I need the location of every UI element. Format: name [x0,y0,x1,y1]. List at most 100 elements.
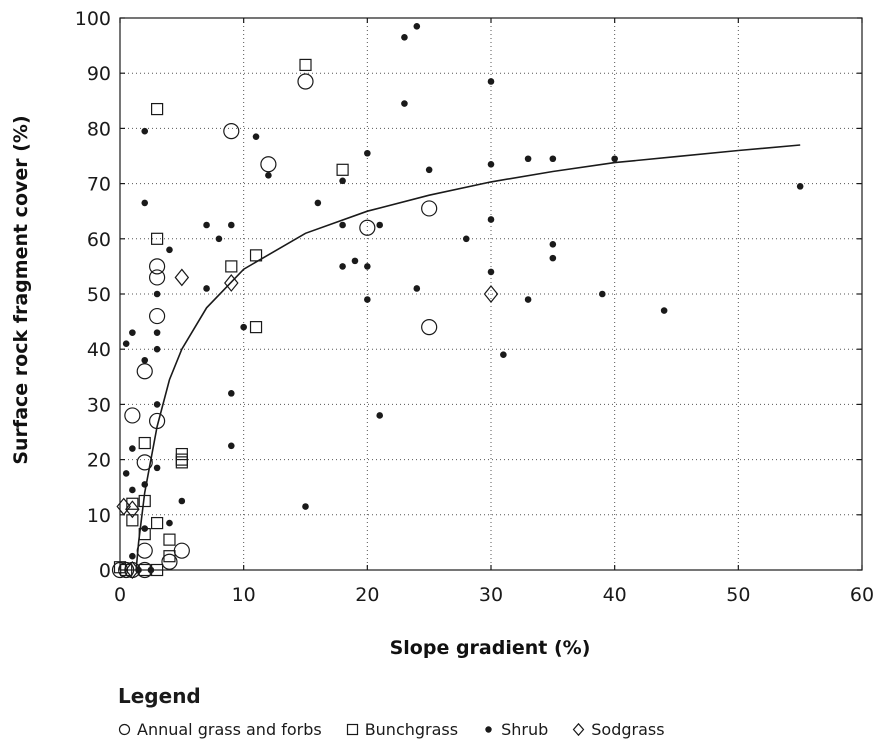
shrub-point [153,401,161,408]
annual-grass-and-forbs-point [111,561,129,579]
legend-title: Legend [118,684,201,708]
legend-items: Annual grass and forbs Bunchgrass Shrub … [118,720,665,739]
bunchgrass-point [126,514,139,527]
bunchgrass-point [225,260,238,273]
shrub-point [228,221,235,229]
legend-label: Annual grass and forbs [137,720,322,739]
shrub-point [240,323,247,331]
shrub-point [153,290,161,298]
shrub-point [122,340,130,347]
bunchgrass-point [138,494,151,508]
shrub-point [413,22,421,30]
y-tick-label: 30 [87,394,111,416]
shrub-point [487,78,495,85]
y-tick-label: 90 [87,63,111,85]
scatter-chart: 0 10 20 30 40 50 60 0 10 20 30 40 50 60 70 80 90 100 Slo… [10,8,874,659]
shrub-point [376,221,384,229]
shrub-point [364,296,371,303]
y-tick-labels: 0 10 20 30 40 50 60 70 80 90 100 [75,8,111,582]
annual-grass-and-forbs-point [124,407,141,424]
sodgrass-point [125,561,140,579]
bunchgrass-point [126,497,139,510]
annual-grass-and-forbs-point [149,269,166,286]
shrub-point [364,149,371,157]
legend-label: Sodgrass [591,720,665,739]
annual-grass-and-forbs-point [260,156,277,173]
sodgrass-point [224,274,239,292]
shrub-point [401,100,408,107]
x-tick-label: 0 [114,584,126,606]
shrub-point [122,470,130,477]
shrub-point [141,199,149,207]
y-tick-label: 10 [87,505,111,527]
annual-grass-and-forbs-point [118,561,135,579]
annual-grass-and-forbs-point [136,363,153,380]
annual-grass-and-forbs-point [297,73,314,90]
shrub-point [351,257,359,265]
shrub-point [153,464,161,472]
shrub-point [549,155,557,163]
annual-grass-and-forbs-point [173,542,190,559]
y-tick-label: 80 [87,118,111,140]
bunchgrass-point [163,533,176,546]
sodgrass-point [116,497,131,516]
shrub-point [401,34,408,41]
shrub-point [339,263,346,270]
legend-item-sodgrass: Sodgrass [572,720,665,739]
annual-grass-and-forbs-point [161,553,178,570]
annual-grass-and-forbs-point [421,200,438,217]
shrub-point [500,351,507,359]
shrub-point [129,486,136,494]
shrub-point [524,155,532,163]
shrub-point [314,199,322,207]
y-tick-label: 0 [99,560,111,582]
y-tick-label: 100 [75,8,111,30]
shrub-point [265,172,272,179]
x-tick-label: 30 [479,584,503,606]
sodgrass-point [174,268,190,287]
legend-label: Shrub [501,720,549,739]
x-tick-label: 60 [850,584,874,606]
shrub-point [364,263,371,270]
shrub-point [166,246,173,254]
annual-grass-and-forbs-point [149,258,166,275]
shrub-point [215,235,223,243]
shrub-point [203,285,210,292]
shrub-point [147,566,155,574]
shrub-point [141,356,149,364]
y-tick-label: 20 [87,450,111,472]
y-tick-label: 50 [87,284,111,306]
shrub-point [141,481,149,488]
shrub-point [129,329,136,336]
y-tick-label: 40 [87,339,111,361]
bunchgrass-point [175,456,188,469]
open-square-icon [346,723,358,736]
open-diamond-icon [572,723,585,736]
shrub-point [487,216,495,223]
y-axis-title: Surface rock fragment cover (%) [10,115,32,464]
shrub-point [487,160,495,168]
bunchgrass-point [151,102,164,116]
x-tick-labels: 0 10 20 30 40 50 60 [114,584,874,606]
sodgrass-point [125,500,140,519]
shrub-point [413,285,421,292]
shrub-point [153,329,161,336]
bunchgrass-point [336,163,349,176]
shrub-point [153,345,161,353]
bunchgrass-point [299,58,312,72]
annual-grass-and-forbs-point [136,454,153,471]
bunchgrass-point [120,563,133,577]
legend-label: Bunchgrass [364,720,459,739]
shrub-point [129,445,136,452]
shrub-point [203,221,210,229]
y-tick-label: 70 [87,174,111,196]
x-tick-label: 10 [232,584,256,606]
x-tick-label: 20 [355,584,379,606]
shrub-point [796,183,804,190]
shrub-point [549,254,557,262]
x-tick-label: 50 [726,584,750,606]
bunchgrass-point [151,232,164,245]
shrub-point [302,503,309,510]
shrub-point [487,268,495,276]
shrub-point [599,290,606,298]
